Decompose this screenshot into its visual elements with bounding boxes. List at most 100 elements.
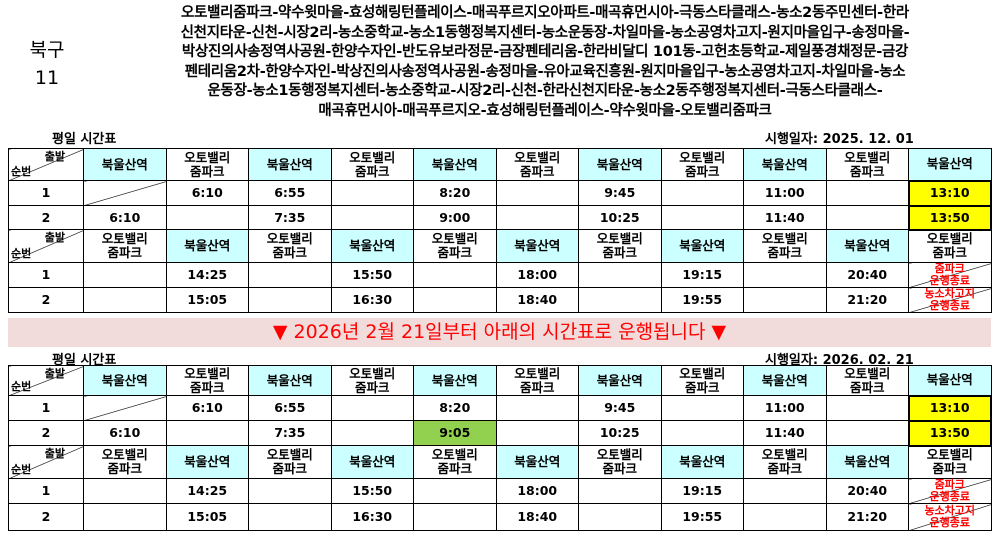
departure-time: 15:05: [165, 503, 249, 531]
stop-header-bukulsan: 북울산역: [825, 229, 909, 263]
departure-time: [825, 180, 909, 206]
stop-header-bukulsan: 북울산역: [83, 148, 167, 181]
route-area: 북구: [29, 39, 65, 61]
departure-time: 9:45: [578, 395, 662, 421]
departure-time: [825, 205, 909, 230]
stop-header-autovalley: 오토밸리 줌파크: [743, 445, 827, 479]
timetable-new: 출발 순번 북울산역 오토밸리 줌파크 북울산역 오토밸리 줌파크 북울산역 오토밸리 줌파크…: [8, 365, 992, 531]
stop-header-bukulsan: 북울산역: [908, 365, 992, 396]
trip-row: 1 6:10 6:55 8:20 9:45 11:00 13:10: [8, 394, 992, 422]
departure-time: 8:20: [413, 395, 497, 421]
departure-time: 15:50: [330, 478, 414, 504]
stop-header-bukulsan: 북울산역: [165, 229, 249, 263]
departure-time: [83, 395, 167, 421]
corner-depart: 출발: [44, 447, 65, 460]
departure-time: [495, 420, 579, 446]
trip-row: 1 6:10 6:55 8:20 9:45 11:00 13:10: [8, 179, 992, 207]
timetable-current: 출발 순번 북울산역 오토밸리 줌파크 북울산역 오토밸리 줌파크 북울산역 오토밸리 줌파크…: [8, 148, 992, 313]
stop-header-autovalley: 오토밸리 줌파크: [743, 229, 827, 263]
trip-seq: 2: [8, 503, 84, 531]
trip-seq: 1: [8, 180, 84, 206]
departure-time: 21:20: [825, 503, 909, 531]
departure-time: 7:35: [248, 205, 332, 230]
header-corner: 출발 순번: [8, 445, 84, 479]
stop-header-autovalley: 오토밸리 줌파크: [908, 229, 992, 263]
stop-header-bukulsan: 북울산역: [660, 445, 744, 479]
departure-time: 11:40: [743, 205, 827, 230]
stop-header-bukulsan: 북울산역: [495, 229, 579, 263]
departure-time: [578, 262, 662, 288]
stop-header-autovalley: 오토밸리 줌파크: [825, 365, 909, 396]
route-path-line: 매곡휴먼시아-매곡푸르지오-효성해링턴플레이스-약수윗마을-오토밸리줌파크: [318, 102, 772, 119]
route-path-line: 오토밸리줌파크-약수윗마을-효성해링턴플레이스-매곡푸르지오아파트-매곡휴먼시아…: [181, 5, 909, 21]
departure-time: [330, 180, 414, 206]
departure-time: 13:50: [907, 204, 992, 231]
corner-seq: 순번: [11, 247, 32, 260]
departure-time: 20:40: [825, 262, 909, 288]
stop-header-bukulsan: 북울산역: [578, 148, 662, 181]
departure-time: [495, 205, 579, 230]
route-number: 11: [34, 67, 60, 89]
corner-depart: 출발: [44, 150, 65, 163]
departure-time: 11:00: [743, 180, 827, 206]
departure-time: 18:00: [495, 478, 579, 504]
stop-header-bukulsan: 북울산역: [743, 148, 827, 181]
trip-row: 2 15:05 16:30 18:40 19:55 21:20 농소차고지 운행종료: [8, 287, 992, 313]
departure-time: 19:15: [660, 262, 744, 288]
departure-time: [413, 287, 497, 313]
stop-header-autovalley: 오토밸리 줌파크: [578, 445, 662, 479]
trip-seq: 1: [8, 262, 84, 288]
departure-time: [83, 503, 167, 531]
departure-time: 13:50: [907, 419, 992, 447]
departure-time: [660, 180, 744, 206]
departure-time: [495, 395, 579, 421]
departure-time: [248, 287, 332, 313]
trip-row: 2 15:05 16:30 18:40 19:55 21:20 농소차고지 운행종료: [8, 503, 992, 531]
departure-time: [578, 287, 662, 313]
departure-time: 10:25: [578, 420, 662, 446]
stop-header-autovalley: 오토밸리 줌파크: [165, 365, 249, 396]
departure-time: [248, 503, 332, 531]
header-corner: 출발 순번: [8, 148, 84, 181]
departure-time: 6:10: [165, 395, 249, 421]
departure-time: [825, 420, 909, 446]
departure-time: 6:55: [248, 180, 332, 206]
departure-time: 11:40: [743, 420, 827, 446]
stop-header-autovalley: 오토밸리 줌파크: [908, 445, 992, 479]
departure-time: 6:10: [83, 205, 167, 230]
stop-header-autovalley: 오토밸리 줌파크: [413, 229, 497, 263]
stop-header-autovalley: 오토밸리 줌파크: [495, 148, 579, 181]
departure-time: [248, 478, 332, 504]
stop-header-autovalley: 오토밸리 줌파크: [330, 365, 414, 396]
departure-time: [330, 420, 414, 446]
trip-row: 1 14:25 15:50 18:00 19:15 20:40 줌파크 운행종료: [8, 262, 992, 288]
departure-time: 6:10: [165, 180, 249, 206]
route-path: 오토밸리줌파크-약수윗마을-효성해링턴플레이스-매곡푸르지오아파트-매곡휴먼시아…: [105, 4, 985, 121]
stop-header-autovalley: 오토밸리 줌파크: [578, 229, 662, 263]
header-row: 출발 순번 북울산역 오토밸리 줌파크 북울산역 오토밸리 줌파크 북울산역 오토밸리 줌파크…: [8, 365, 992, 396]
stop-header-bukulsan: 북울산역: [248, 365, 332, 396]
corner-depart: 출발: [44, 231, 65, 244]
departure-time: [660, 395, 744, 421]
stop-header-autovalley: 오토밸리 줌파크: [330, 148, 414, 181]
trip-row: 1 14:25 15:50 18:00 19:15 20:40 줌파크 운행종료: [8, 478, 992, 504]
route-path-line: 박상진의사송정역사공원-한양수자인-반도유보라정문-금장펜테리움-한라비달디 1…: [181, 44, 909, 60]
departure-time: [743, 287, 827, 313]
corner-depart: 출발: [44, 367, 65, 380]
departure-time: 18:40: [495, 287, 579, 313]
departure-time: [83, 478, 167, 504]
departure-time: [330, 395, 414, 421]
corner-seq: 순번: [11, 380, 32, 393]
departure-time: 6:10: [83, 420, 167, 446]
departure-time: 15:50: [330, 262, 414, 288]
departure-time: [743, 478, 827, 504]
stop-header-autovalley: 오토밸리 줌파크: [660, 148, 744, 181]
departure-time: 20:40: [825, 478, 909, 504]
departure-time: 19:55: [660, 287, 744, 313]
service-end-note: 농소차고지 운행종료: [908, 503, 992, 531]
departure-time: 13:10: [907, 179, 992, 207]
stop-header-bukulsan: 북울산역: [248, 148, 332, 181]
departure-time: 18:40: [495, 503, 579, 531]
trip-seq: 2: [8, 205, 84, 230]
stop-header-autovalley: 오토밸리 줌파크: [825, 148, 909, 181]
